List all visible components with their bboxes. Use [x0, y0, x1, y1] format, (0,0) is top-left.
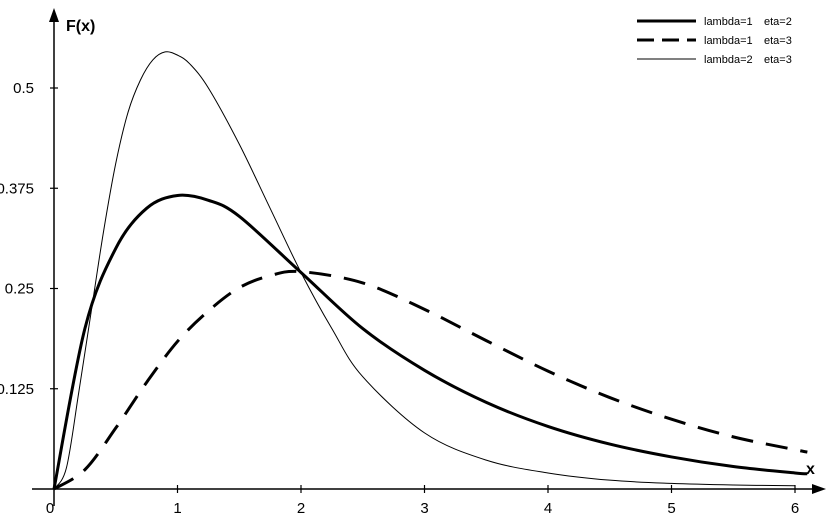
- x-axis-arrow: [812, 484, 826, 494]
- x-tick-label: 6: [791, 500, 799, 517]
- series-line-3: [53, 51, 796, 490]
- x-tick-label: 3: [420, 500, 428, 517]
- x-tick-label: 1: [173, 500, 181, 517]
- x-tick-label: 2: [297, 500, 305, 517]
- series-line-1: [52, 193, 808, 490]
- series-group: [52, 51, 808, 491]
- legend-label-lambda-3: lambda=2: [704, 54, 753, 66]
- legend-label-eta-2: eta=3: [764, 35, 792, 47]
- legend-label-lambda-1: lambda=1: [704, 16, 753, 28]
- y-tick-label: 0.5: [13, 80, 34, 97]
- ticks-group: 0 1 2 3 4 5 6 0.125 0.25 0.375 0.5: [0, 80, 799, 517]
- x-tick-label: 0: [46, 500, 54, 517]
- y-axis-arrow: [49, 8, 59, 22]
- legend-label-eta-3: eta=3: [764, 54, 792, 66]
- legend: lambda=1 eta=2 lambda=1 eta=3 lambda=2 eta=3: [637, 16, 792, 66]
- y-tick-label: 0.25: [5, 281, 34, 298]
- legend-label-lambda-2: lambda=1: [704, 35, 753, 47]
- x-tick-label: 4: [544, 500, 552, 517]
- y-tick-label: 0.375: [0, 180, 34, 197]
- series-line-2: [53, 269, 808, 491]
- y-axis-title: F(x): [66, 18, 95, 35]
- x-tick-label: 5: [667, 500, 675, 517]
- y-tick-label: 0.125: [0, 381, 34, 398]
- legend-label-eta-1: eta=2: [764, 16, 792, 28]
- x-axis-title: x: [806, 461, 815, 478]
